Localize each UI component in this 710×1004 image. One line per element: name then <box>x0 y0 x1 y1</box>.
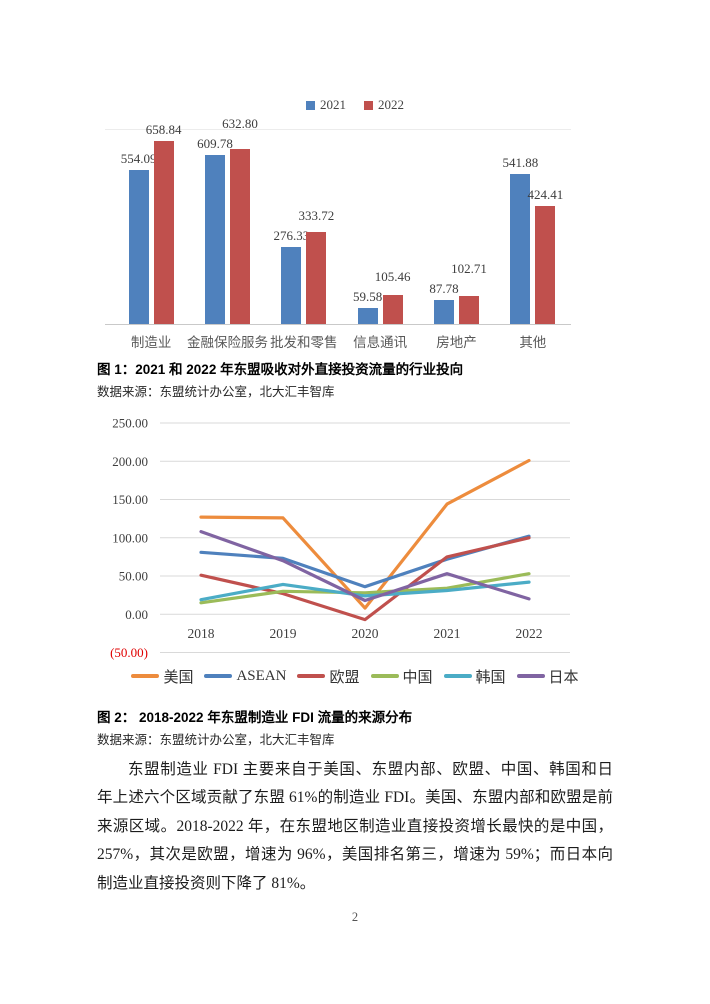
series-line-韩国 <box>199 580 531 602</box>
legend-item-日本: 日本 <box>516 666 579 687</box>
paragraph-line-3: 来源区域。2018-2022 年，在东盟地区制造业直接投资增长最快的是中国，增速… <box>97 817 613 835</box>
figure2-caption: 图 2： 2018-2022 年东盟制造业 FDI 流量的来源分布 <box>97 710 413 725</box>
y-axis-label-250: 250.00 <box>112 416 148 431</box>
category-label-制造业: 制造业 <box>130 335 172 350</box>
legend-label-2021: 2021 <box>320 97 346 112</box>
legend-swatch-中国 <box>370 674 399 678</box>
y-axis-label-0: 0.00 <box>125 607 148 622</box>
bar-chart-category-axis: 制造业 金融保险服务 批发和零售 信息通讯 房地产 其他 <box>105 331 571 350</box>
bar-2022-房地产 <box>458 295 479 324</box>
legend-swatch-2021 <box>306 100 315 110</box>
legend-label-韩国: 韩国 <box>475 669 506 686</box>
x-axis-label-2018: 2018 <box>188 626 215 641</box>
legend-item-中国: 中国 <box>370 666 433 687</box>
paragraph-line-1: 东盟制造业 FDI 主要来自于美国、东盟内部、欧盟、中国、韩国和日本，2022 <box>128 761 613 778</box>
bar-2021-房地产 <box>433 299 454 324</box>
y-axis-label-150: 150.00 <box>112 492 148 507</box>
category-label-批发和零售: 批发和零售 <box>270 335 338 350</box>
bar-value-label: 105.46 <box>374 268 411 284</box>
x-axis-label-2019: 2019 <box>270 626 297 641</box>
bar-value-label: 59.58 <box>353 288 383 304</box>
category-label-金融保险服务: 金融保险服务 <box>186 335 268 350</box>
legend-label-中国: 中国 <box>402 669 433 686</box>
bar-chart-plot-area: 554.09 658.84 609.78 632.80 276.33 333.72 59.5… <box>105 116 571 325</box>
legend-item-美国: 美国 <box>131 666 193 687</box>
bar-2021-其他 <box>510 173 531 324</box>
legend-item-ASEAN: ASEAN <box>204 668 286 685</box>
x-axis-label-2021: 2021 <box>434 626 461 641</box>
x-axis-label-2022: 2022 <box>516 626 543 641</box>
legend-label-ASEAN: ASEAN <box>236 667 287 684</box>
legend-swatch-欧盟 <box>297 674 326 678</box>
series-line-日本 <box>199 529 531 603</box>
figure2-source: 数据来源：东盟统计办公室，北大汇丰智库 <box>97 733 335 747</box>
bar-value-label: 541.88 <box>502 154 539 170</box>
line-chart-figure2: 250.00 200.00 150.00 100.00 50.00 0.00 (50.00)… <box>110 416 570 660</box>
bar-2021-批发和零售 <box>281 247 302 324</box>
figure1-caption: 图 1：2021 和 2022 年东盟吸收对外直接投资流量的行业投向 <box>97 362 464 377</box>
bar-value-label: 658.84 <box>145 122 182 138</box>
bar-value-label: 424.41 <box>527 187 564 203</box>
series-line-ASEAN <box>199 534 531 589</box>
bar-2022-信息通讯 <box>382 294 403 324</box>
bar-value-label: 102.71 <box>451 260 487 276</box>
body-paragraph: 东盟制造业 FDI 主要来自于美国、东盟内部、欧盟、中国、韩国和日本，2022 年… <box>97 756 613 898</box>
legend-label-欧盟: 欧盟 <box>329 669 360 686</box>
bar-value-label: 333.72 <box>298 208 335 224</box>
category-label-信息通讯: 信息通讯 <box>353 335 408 350</box>
legend-label-2022: 2022 <box>378 97 404 112</box>
page-number: 2 <box>351 910 359 924</box>
legend-item-欧盟: 欧盟 <box>297 666 360 687</box>
line-chart-legend: 美国 ASEAN 欧盟 中国 韩国 日本 <box>0 665 710 687</box>
bar-value-label: 554.09 <box>120 151 157 167</box>
bar-2022-制造业 <box>153 141 174 324</box>
bar-2021-金融保险服务 <box>204 155 225 324</box>
y-axis-label-200: 200.00 <box>112 454 148 469</box>
bar-2022-金融保险服务 <box>229 148 250 324</box>
bar-value-label: 276.33 <box>273 228 310 244</box>
bar-chart-legend: 2021 2022 <box>0 97 710 113</box>
legend-swatch-韩国 <box>443 674 472 678</box>
legend-item-2022: 2022 <box>364 97 404 113</box>
y-axis-label--50: (50.00) <box>110 645 148 660</box>
bar-value-label: 609.78 <box>197 136 233 151</box>
legend-item-韩国: 韩国 <box>443 666 506 687</box>
legend-label-日本: 日本 <box>548 669 579 686</box>
legend-swatch-2022 <box>364 100 373 110</box>
figure1-source: 数据来源：东盟统计办公室，北大汇丰智库 <box>97 385 335 399</box>
paragraph-line-5: 制造业直接投资则下降了 81%。 <box>97 874 316 892</box>
bar-value-label: 87.78 <box>429 280 459 296</box>
y-axis-label-50: 50.00 <box>119 569 148 584</box>
bar-2021-信息通讯 <box>357 307 378 324</box>
paragraph-line-4: 257%，其次是欧盟，增速为 96%，美国排名第三，增速为 59%；而日本向东盟… <box>97 846 613 864</box>
legend-swatch-美国 <box>131 674 160 678</box>
category-label-其他: 其他 <box>519 335 547 350</box>
legend-swatch-日本 <box>516 674 545 678</box>
legend-swatch-ASEAN <box>204 674 233 678</box>
y-axis-label-100: 100.00 <box>112 530 148 545</box>
legend-label-美国: 美国 <box>163 669 194 686</box>
bar-2022-批发和零售 <box>306 231 327 324</box>
paragraph-line-2: 年上述六个区域贡献了东盟 61%的制造业 FDI。美国、东盟内部和欧盟是前三大 <box>97 789 613 807</box>
bar-2022-其他 <box>535 206 556 324</box>
series-line-欧盟 <box>199 536 531 622</box>
x-axis-label-2020: 2020 <box>352 626 379 641</box>
legend-item-2021: 2021 <box>306 97 346 113</box>
bar-value-label: 632.80 <box>222 116 258 131</box>
category-label-房地产: 房地产 <box>436 335 477 350</box>
bar-2021-制造业 <box>128 170 149 324</box>
series-line-美国 <box>199 458 531 610</box>
